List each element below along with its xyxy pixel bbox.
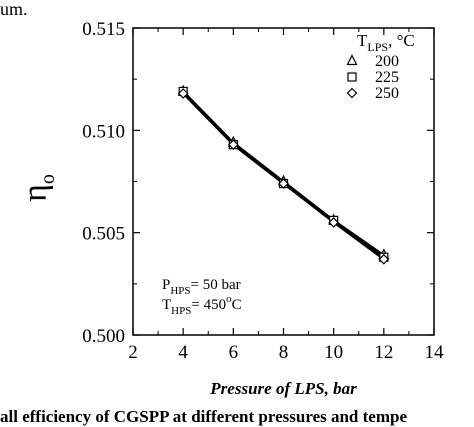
data-point-250 [177, 88, 189, 99]
labels-layer: 2 4 6 8 10 12 14 0.500 0.505 0.510 0.515 TLPS, °C20… [17, 19, 444, 398]
x-tick-label: 4 [178, 342, 188, 363]
x-axis-label: Pressure of LPS, bar [209, 379, 357, 398]
legend-label: 200 [375, 53, 399, 70]
x-tick-label: 12 [374, 342, 393, 363]
data-point-250 [378, 253, 390, 265]
y-tick-label: 0.515 [82, 19, 125, 40]
series-line-200 [182, 90, 385, 257]
figure-caption: all efficiency of CGSPP at different pre… [0, 407, 408, 426]
data-point-250 [328, 217, 340, 228]
x-tick-label: 6 [229, 342, 239, 363]
legend-label: 225 [375, 69, 399, 86]
x-tick-label: 14 [425, 342, 445, 363]
annotation-pressure: PHPS= 50 bar [162, 277, 241, 297]
x-tick-label: 10 [324, 342, 343, 363]
y-tick-label: 0.510 [82, 121, 125, 142]
x-tick-label: 2 [128, 342, 138, 363]
y-axis-label: ηo [17, 174, 59, 202]
legend-marker-200 [346, 54, 358, 66]
y-tick-label: 0.505 [82, 224, 125, 245]
annotation-temperature: THPS= 450oC [162, 293, 242, 317]
legend-title: TLPS, °C [357, 31, 415, 54]
legend-marker-225 [347, 72, 357, 82]
series-line-225 [182, 90, 385, 259]
top-text-fragment: um. [0, 0, 28, 19]
legend-marker-250 [346, 87, 358, 99]
axis-ticks-layer [132, 27, 435, 336]
legend-label: 250 [375, 85, 399, 102]
data-point-250 [227, 139, 239, 151]
markers-layer [177, 84, 390, 265]
data-point-250 [278, 178, 289, 189]
y-tick-label: 0.500 [82, 326, 125, 347]
x-tick-label: 8 [279, 342, 289, 363]
